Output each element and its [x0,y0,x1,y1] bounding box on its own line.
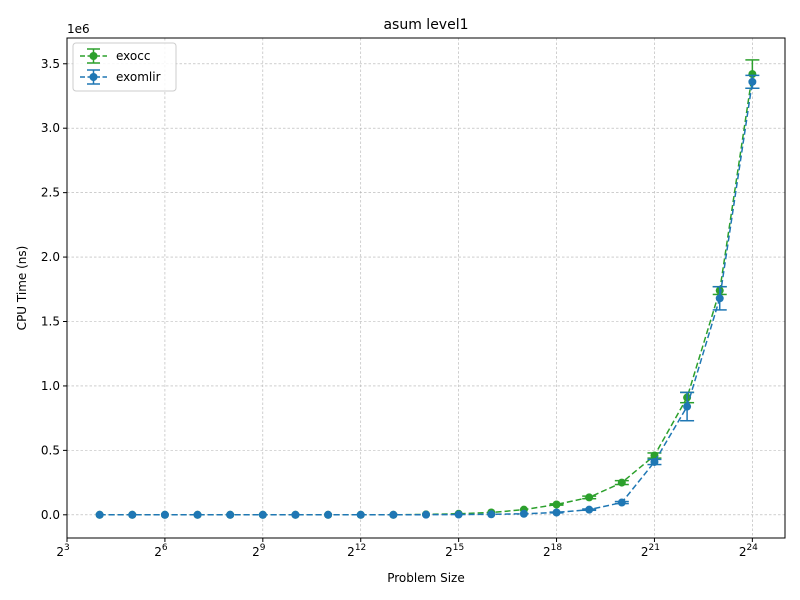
x-axis-label: Problem Size [387,571,465,585]
x-tick-exponent: 15 [453,543,464,553]
x-tick-base: 2 [154,545,162,559]
data-point [617,498,626,507]
data-point [487,510,496,519]
legend-swatch-marker [89,52,98,60]
plot-frame [66,37,786,539]
legend-label: exomlir [116,70,161,84]
data-point [324,510,333,519]
x-tick-base: 2 [347,545,355,559]
data-point [160,510,169,519]
y-tick-label: 1.0 [41,379,60,393]
data-point [422,510,430,519]
data-point [519,509,528,518]
x-tick-base: 2 [739,545,747,559]
data-point [683,402,692,411]
series-layer [95,59,760,519]
x-tick-base: 2 [445,545,453,559]
x-tick-label: 224 [739,543,758,559]
x-tick-label: 29 [252,543,266,559]
data-point [617,478,626,487]
y-tick-label: 3.5 [41,57,60,71]
data-point [454,510,463,519]
y-offset-text: 1e6 [67,22,90,36]
x-tick-label: 221 [641,543,660,559]
data-point [748,77,757,86]
x-tick-exponent: 24 [746,543,758,553]
data-point [650,457,659,466]
data-point [258,510,267,519]
data-point [552,508,561,517]
y-axis-label: CPU Time (ns) [15,246,29,331]
x-tick-label: 212 [347,543,366,559]
data-point [95,510,104,519]
y-tick-label: 2.0 [41,250,60,264]
y-tick-label: 2.5 [41,186,60,200]
x-tick-exponent: 12 [355,543,366,553]
data-point [356,510,365,519]
data-point [193,510,202,519]
x-tick-exponent: 21 [649,543,660,553]
x-tick-label: 23 [56,543,69,559]
x-tick-base: 2 [252,545,260,559]
data-point [552,500,561,509]
tick-layer: 23 26 29 212 215 218 221 2240.00.51.01.52.02.53… [41,57,758,559]
x-tick-base: 2 [56,545,64,559]
legend-swatch-marker [89,73,98,81]
x-tick-exponent: 18 [551,543,563,553]
data-point [226,510,235,519]
data-point [128,510,137,519]
x-tick-label: 215 [445,543,464,559]
legend-label: exocc [116,49,150,63]
x-tick-exponent: 6 [162,543,168,553]
x-tick-label: 218 [543,543,562,559]
series-exomlir [95,74,760,519]
y-tick-label: 3.0 [41,121,60,135]
x-tick-base: 2 [641,545,649,559]
x-tick-base: 2 [543,545,551,559]
y-tick-label: 0.5 [41,443,60,457]
legend-box [72,42,177,92]
legend-item-exocc: exocc [80,48,150,64]
y-tick-label: 1.5 [41,315,60,329]
data-point [389,510,398,519]
data-point [715,294,724,303]
data-point [291,510,300,519]
legend: exocc exomlir [72,42,177,92]
x-tick-label: 26 [154,543,168,559]
legend-item-exomlir: exomlir [80,69,161,85]
x-tick-exponent: 3 [64,543,70,553]
chart-title: asum level1 [383,17,468,33]
data-point [585,493,594,502]
y-tick-label: 0.0 [41,508,60,522]
x-tick-exponent: 9 [260,543,266,553]
data-point [585,505,594,514]
